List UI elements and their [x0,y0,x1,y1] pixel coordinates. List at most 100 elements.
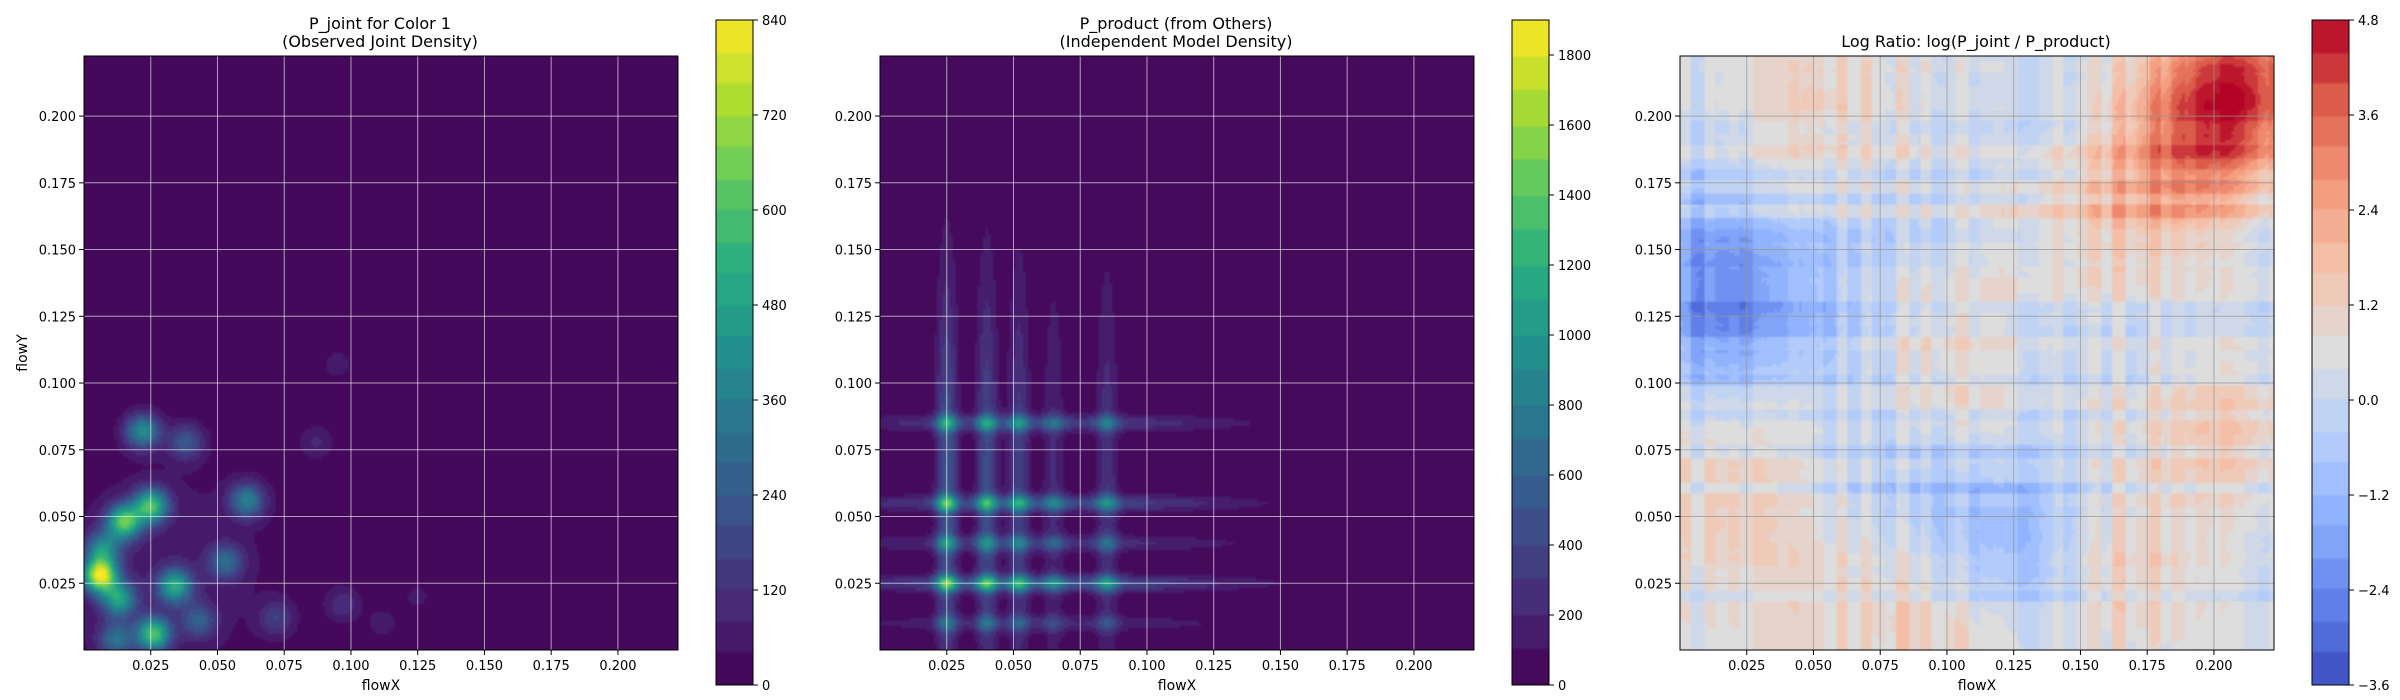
x-tick-label: 0.175 [2129,659,2166,674]
y-tick-label: 0.075 [835,444,872,459]
x-tick-label: 0.075 [1862,659,1899,674]
x-tick-label: 0.125 [1195,659,1232,674]
colorbar-tick-label: 200 [1558,609,1583,624]
panel-log-ratio: Log Ratio: log(P_joint / P_product) 0.02… [1635,14,2390,694]
panel-2-frame [879,55,1475,651]
panel-3-colorbar-ticks: −3.6 −2.4 −1.2 0.0 1.2 2.4 3.6 4.8 [2349,14,2390,694]
x-tick-label: 0.075 [1062,659,1099,674]
y-tick-label: 0.150 [1635,244,1672,259]
panel-1-title-line1: P_joint for Color 1 [309,14,451,34]
panel-2-heatmap [880,56,1474,650]
panel-1-y-ticks: 0.025 0.050 0.075 0.100 0.125 0.150 0.175 0.200 [39,110,84,592]
panel-1-title-line2: (Observed Joint Density) [282,32,478,51]
colorbar-tick-label: 400 [1558,539,1583,554]
panel-1-x-ticks: 0.025 0.050 0.075 0.100 0.125 0.150 0.175 0.200 [132,650,637,674]
colorbar-tick-label: 0.0 [2358,394,2379,409]
y-tick-label: 0.050 [39,511,76,526]
x-tick-label: 0.025 [928,659,965,674]
x-tick-label: 0.050 [1795,659,1832,674]
panel-1-y-axis-label: flowY [15,334,31,372]
panel-3-title: Log Ratio: log(P_joint / P_product) [1841,32,2111,52]
y-tick-label: 0.175 [835,177,872,192]
panel-3-x-axis-label: flowX [1958,678,1997,694]
colorbar-tick-label: 120 [762,584,787,599]
x-tick-label: 0.100 [1928,659,1965,674]
x-tick-label: 0.175 [1329,659,1366,674]
colorbar-tick-label: 800 [1558,399,1583,414]
x-tick-label: 0.200 [599,659,636,674]
y-tick-label: 0.075 [1635,444,1672,459]
y-tick-label: 0.200 [39,110,76,125]
panel-p-product: P_product (from Others) (Independent Mod… [835,14,1591,694]
panel-1-colorbar-frame [715,19,754,686]
x-tick-label: 0.200 [2195,659,2232,674]
x-tick-label: 0.050 [995,659,1032,674]
colorbar-tick-label: 0 [1558,679,1566,694]
panel-2-x-axis-label: flowX [1158,678,1197,694]
y-tick-label: 0.050 [1635,511,1672,526]
panel-2-y-ticks: 0.025 0.050 0.075 0.100 0.125 0.150 0.175 0.200 [835,110,880,592]
panel-2-grid [880,56,1474,650]
y-tick-label: 0.200 [1635,110,1672,125]
y-tick-label: 0.175 [1635,177,1672,192]
panel-2-title-line2: (Independent Model Density) [1060,32,1293,51]
panel-3-y-ticks: 0.025 0.050 0.075 0.100 0.125 0.150 0.175 0.200 [1635,110,1680,592]
panel-3-x-ticks: 0.025 0.050 0.075 0.100 0.125 0.150 0.175 0.200 [1728,650,2233,674]
colorbar-tick-label: 1.2 [2358,299,2379,314]
panel-2-x-ticks: 0.025 0.050 0.075 0.100 0.125 0.150 0.175 0.200 [928,650,1433,674]
colorbar-tick-label: −3.6 [2358,679,2390,694]
colorbar-tick-label: 600 [762,204,787,219]
colorbar-tick-label: 1000 [1558,329,1591,344]
colorbar-tick-label: 2.4 [2358,204,2379,219]
colorbar-tick-label: −2.4 [2358,584,2390,599]
y-tick-label: 0.125 [1635,310,1672,325]
y-tick-label: 0.125 [39,310,76,325]
colorbar-tick-label: −1.2 [2358,489,2390,504]
panel-2-colorbar-ticks: 0 200 400 600 800 1000 1200 1400 1600 1800 [1549,49,1591,694]
y-tick-label: 0.100 [835,377,872,392]
panel-1-colorbar-ticks: 0 120 240 360 480 600 720 840 [753,14,787,694]
colorbar-tick-label: 240 [762,489,787,504]
colorbar-tick-label: 1600 [1558,119,1591,134]
panel-3-colorbar-gradient [2312,20,2349,685]
x-tick-label: 0.125 [1995,659,2032,674]
x-tick-label: 0.050 [199,659,236,674]
y-tick-label: 0.100 [39,377,76,392]
panel-p-joint: P_joint for Color 1 (Observed Joint Dens… [15,14,787,694]
panel-2-title-line1: P_product (from Others) [1080,14,1273,34]
x-tick-label: 0.075 [266,659,303,674]
colorbar-tick-label: 0 [762,679,770,694]
colorbar-tick-label: 4.8 [2358,14,2379,29]
x-tick-label: 0.100 [1128,659,1165,674]
panel-3-heatmap [1680,56,2274,650]
x-tick-label: 0.125 [399,659,436,674]
x-tick-label: 0.150 [466,659,503,674]
x-tick-label: 0.150 [2062,659,2099,674]
y-tick-label: 0.050 [835,511,872,526]
panel-1-frame [83,55,679,651]
y-tick-label: 0.150 [835,244,872,259]
panel-3-frame [1679,55,2275,651]
colorbar-tick-label: 480 [762,299,787,314]
panel-2-colorbar-frame [1511,19,1550,686]
y-tick-label: 0.025 [1635,577,1672,592]
y-tick-label: 0.175 [39,177,76,192]
x-tick-label: 0.100 [332,659,369,674]
colorbar-tick-label: 720 [762,109,787,124]
y-tick-label: 0.100 [1635,377,1672,392]
x-tick-label: 0.150 [1262,659,1299,674]
x-tick-label: 0.200 [1395,659,1432,674]
y-tick-label: 0.125 [835,310,872,325]
colorbar-tick-label: 1800 [1558,49,1591,64]
panel-2-colorbar-gradient [1512,20,1549,685]
panel-3-grid [1680,56,2274,650]
x-tick-label: 0.025 [1728,659,1765,674]
panel-1-colorbar-gradient [716,20,753,685]
colorbar-tick-label: 1200 [1558,259,1591,274]
y-tick-label: 0.200 [835,110,872,125]
x-tick-label: 0.025 [132,659,169,674]
panel-1-grid [84,56,678,650]
y-tick-label: 0.025 [39,577,76,592]
panel-1-x-axis-label: flowX [362,678,401,694]
